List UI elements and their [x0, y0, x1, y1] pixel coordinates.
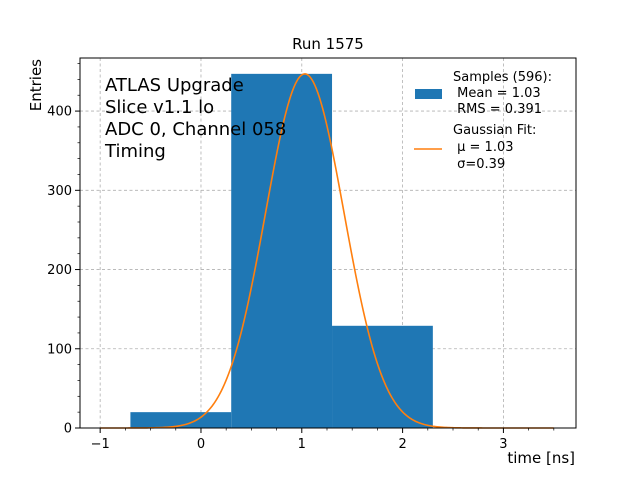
x-axis-label: time [ns] — [507, 449, 575, 467]
x-tick-label: 0 — [197, 437, 205, 452]
y-tick-label: 300 — [47, 184, 72, 199]
y-tick-label: 0 — [64, 422, 72, 437]
annotation-line: Slice v1.1 lo — [105, 97, 214, 118]
legend-fit-text: Gaussian Fit: — [453, 123, 536, 138]
histogram-bar — [130, 412, 232, 428]
chart-title: Run 1575 — [292, 35, 364, 53]
legend-samples-text: RMS = 0.391 — [453, 102, 542, 117]
annotation-line: ATLAS Upgrade — [105, 75, 244, 96]
legend-fit-text: σ=0.39 — [453, 157, 505, 172]
annotation-line: Timing — [104, 141, 166, 162]
y-tick-label: 400 — [47, 105, 72, 120]
legend-fit-text: μ = 1.03 — [453, 140, 514, 155]
axis-ticks: −1 0 1 2 3 0 100 200 300 400 — [47, 63, 555, 452]
y-tick-label: 200 — [47, 263, 72, 278]
legend-patch-swatch — [415, 89, 442, 99]
legend: Samples (596): Mean = 1.03 RMS = 0.391 Ga… — [414, 70, 552, 172]
annotation-line: ADC 0, Channel 058 — [105, 119, 286, 140]
plot-frame — [79, 57, 577, 429]
x-tick-label: −1 — [91, 437, 110, 452]
x-tick-label: 3 — [499, 437, 507, 452]
x-tick-label: 1 — [298, 437, 306, 452]
legend-samples-text: Mean = 1.03 — [453, 86, 541, 101]
legend-samples-text: Samples (596): — [453, 70, 552, 85]
x-tick-label: 2 — [398, 437, 406, 452]
y-tick-label: 100 — [47, 342, 72, 357]
y-axis-label: Entries — [27, 59, 45, 111]
